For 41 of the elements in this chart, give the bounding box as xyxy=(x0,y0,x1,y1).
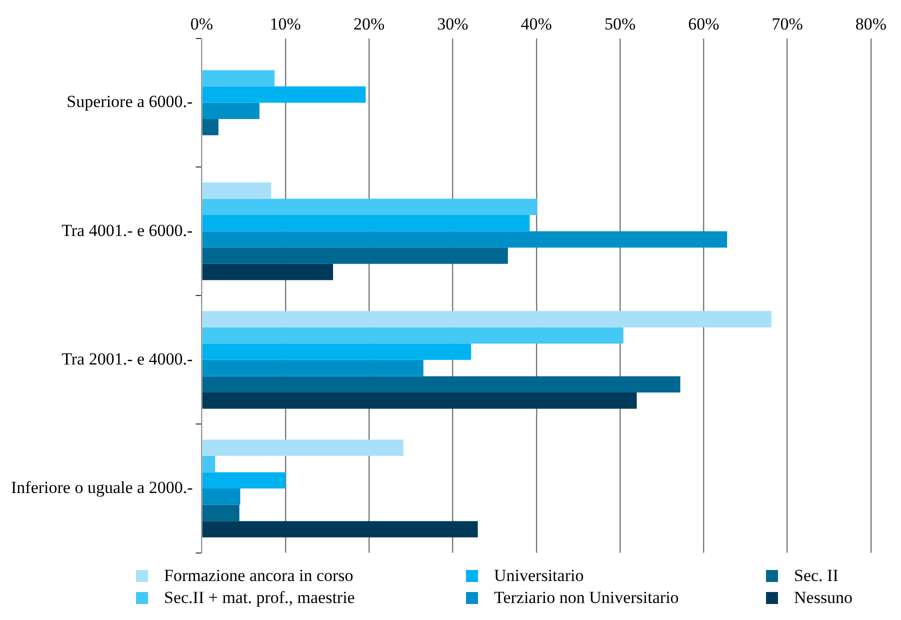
bar xyxy=(202,327,624,344)
bar xyxy=(202,392,637,409)
x-tick-label: 50% xyxy=(604,14,636,34)
legend-label: Sec. II xyxy=(794,566,838,586)
bar xyxy=(202,215,530,232)
bar xyxy=(202,198,538,216)
bar xyxy=(202,102,260,119)
legend-label: Universitario xyxy=(494,566,584,586)
bar xyxy=(202,182,272,199)
x-tick-label: 10% xyxy=(270,14,301,34)
bar xyxy=(202,248,508,264)
legend-label: Nessuno xyxy=(794,588,853,608)
bar xyxy=(202,264,334,280)
bar xyxy=(202,376,680,392)
bar xyxy=(202,504,240,522)
legend-label: Formazione ancora in corso xyxy=(164,566,354,586)
x-tick-label: 70% xyxy=(772,14,803,34)
x-tick-label: 60% xyxy=(688,14,720,34)
x-tick-label: 0% xyxy=(190,14,214,34)
bar xyxy=(202,70,275,86)
bar xyxy=(202,311,772,328)
legend-label: Terziario non Universitario xyxy=(494,588,679,608)
x-tick-label: 40% xyxy=(520,14,552,34)
bar xyxy=(202,344,472,360)
bar xyxy=(202,456,216,472)
bar xyxy=(202,118,218,136)
bar xyxy=(202,472,286,488)
bar xyxy=(202,360,424,376)
bar xyxy=(202,86,366,103)
bar xyxy=(202,440,404,456)
y-tick-label: Tra 2001.- e 4000.- xyxy=(62,349,194,368)
x-tick-label: 20% xyxy=(353,14,385,34)
x-tick-label: 80% xyxy=(855,14,887,34)
bar xyxy=(202,521,478,538)
x-tick-label: 30% xyxy=(437,14,468,34)
bar xyxy=(202,231,728,248)
bar xyxy=(202,488,240,505)
y-tick-label: Inferiore o uguale a 2000.- xyxy=(10,478,194,497)
y-tick-label: Tra 4001.- e 6000.- xyxy=(62,220,194,240)
y-tick-label: Superiore a 6000.- xyxy=(66,92,194,112)
legend-label: Sec.II + mat. prof., maestrie xyxy=(164,588,355,608)
